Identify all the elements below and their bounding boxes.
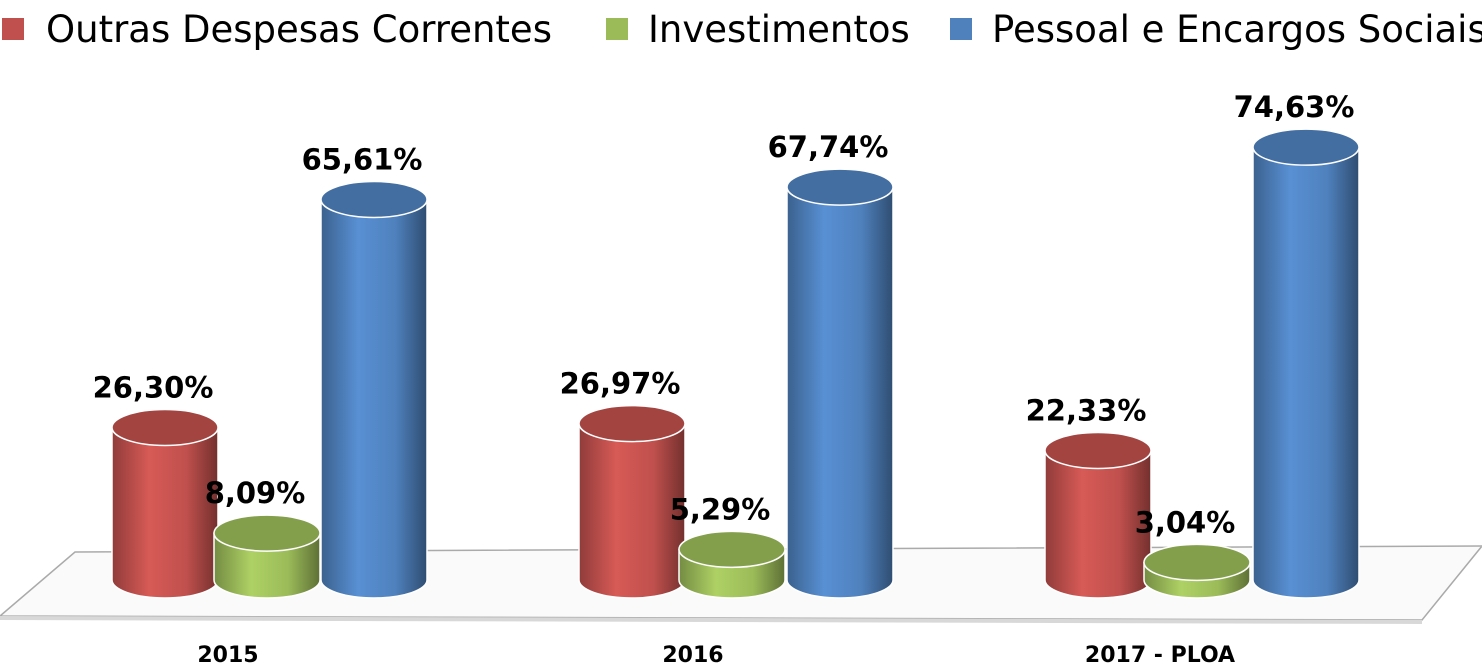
legend-label: Outras Despesas Correntes — [46, 8, 552, 51]
data-label: 8,09% — [205, 476, 306, 510]
legend-swatch — [950, 18, 972, 40]
bar-top — [1252, 128, 1360, 166]
data-label: 26,97% — [560, 367, 681, 401]
bar-top — [678, 530, 786, 569]
data-label: 67,74% — [768, 130, 889, 164]
bar — [111, 426, 219, 599]
bar-top — [786, 168, 894, 206]
data-label: 5,29% — [670, 492, 771, 526]
legend-label: Investimentos — [648, 8, 910, 51]
data-label: 26,30% — [93, 370, 214, 404]
bar-top — [111, 408, 219, 447]
data-label: 74,63% — [1234, 90, 1355, 124]
bar-top — [578, 404, 686, 443]
x-tick-label: 2016 — [662, 643, 723, 665]
bar — [320, 198, 428, 599]
bar-top — [1044, 431, 1152, 470]
data-label: 22,33% — [1026, 393, 1147, 427]
x-tick-label: 2017 - PLOA — [1085, 643, 1235, 665]
data-label: 65,61% — [302, 142, 423, 176]
data-label: 3,04% — [1135, 505, 1236, 539]
floor-edge — [0, 616, 1422, 624]
legend-swatch — [2, 18, 24, 40]
x-tick-label: 2015 — [197, 643, 258, 665]
legend-label: Pessoal e Encargos Sociais — [992, 8, 1482, 51]
bar-top — [1143, 543, 1251, 582]
bar — [1252, 146, 1360, 599]
legend-swatch — [606, 18, 628, 40]
bar-top — [213, 514, 321, 552]
bar-top — [320, 180, 428, 219]
bar — [786, 186, 894, 599]
